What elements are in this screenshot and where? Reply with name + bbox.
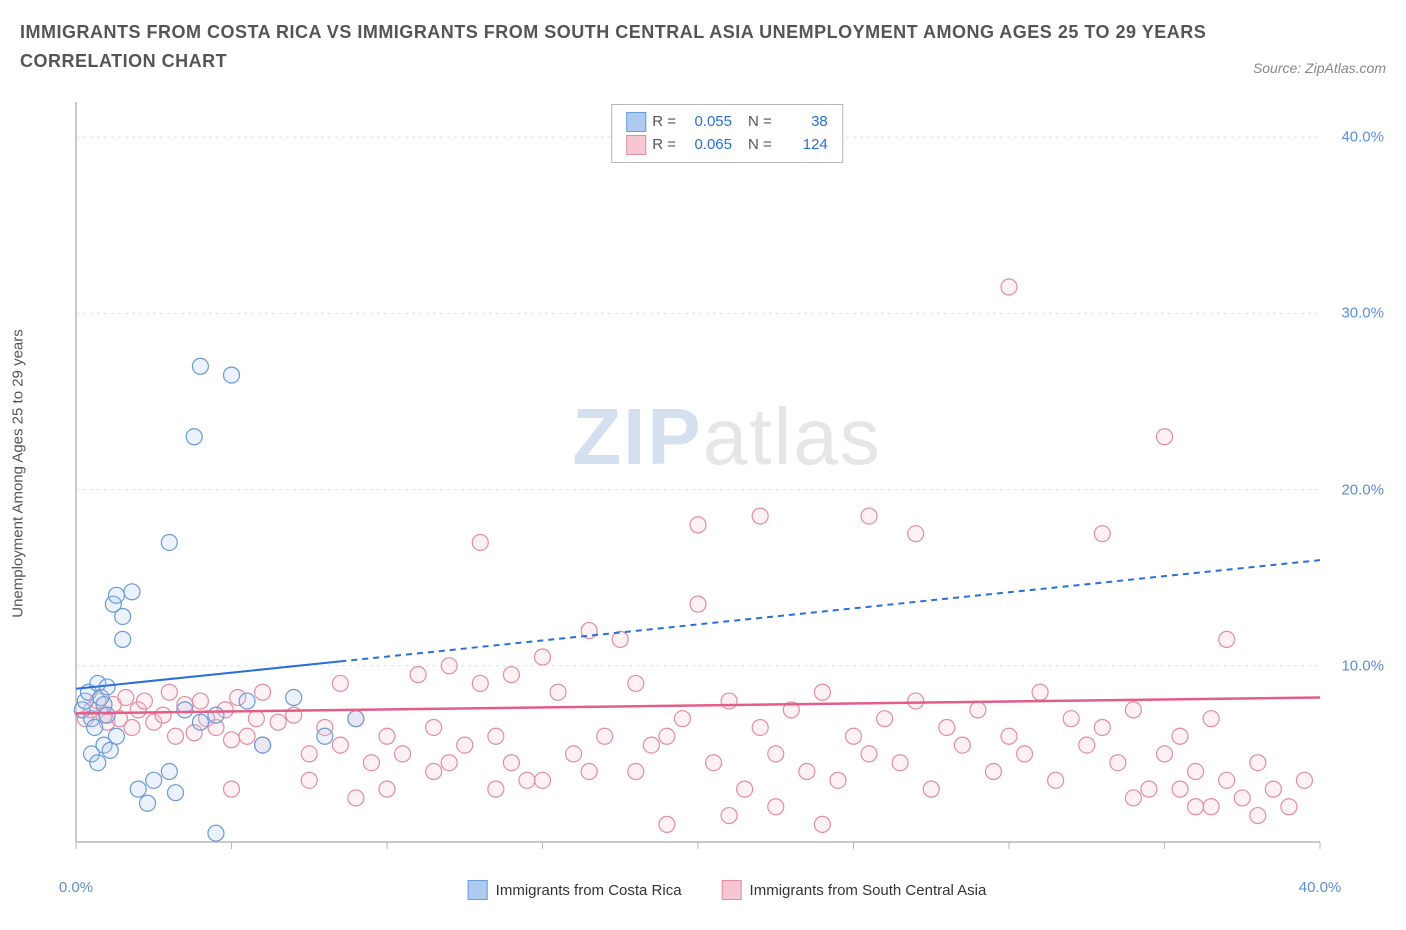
scatter-chart: ZIPatlas R =0.055N =38R =0.065N =124 Imm… [72, 98, 1382, 868]
source-label: Source: ZipAtlas.com [1253, 60, 1386, 76]
legend-swatch [626, 112, 646, 132]
legend-series-label: Immigrants from South Central Asia [750, 882, 987, 899]
legend-r-value: 0.065 [682, 134, 732, 157]
legend-swatch [626, 135, 646, 155]
legend-n-value: 124 [778, 134, 828, 157]
legend-series: Immigrants from Costa Rica Immigrants fro… [468, 880, 987, 900]
legend-n-label: N = [748, 134, 772, 157]
title-line-2: CORRELATION CHART [20, 47, 1386, 76]
legend-stats: R = 0.055 N = 38 R = 0.065 N = 124 [611, 104, 843, 163]
y-tick-label: 30.0% [1341, 305, 1384, 322]
y-tick-label: 40.0% [1341, 129, 1384, 146]
plot-svg [72, 98, 1382, 868]
legend-n-value: 38 [778, 111, 828, 134]
y-axis-label: Unemployment Among Ages 25 to 29 years [10, 329, 27, 618]
x-tick-label: 40.0% [1299, 879, 1342, 896]
legend-r-label: R = [652, 111, 676, 134]
legend-stats-row: R = 0.055 N = 38 [626, 111, 828, 134]
chart-title: IMMIGRANTS FROM COSTA RICA VS IMMIGRANTS… [20, 18, 1386, 76]
y-tick-label: 10.0% [1341, 657, 1384, 674]
legend-r-label: R = [652, 134, 676, 157]
x-tick-label: 0.0% [59, 879, 93, 896]
legend-series-item: Immigrants from South Central Asia [722, 880, 987, 900]
legend-n-label: N = [748, 111, 772, 134]
legend-swatch [722, 880, 742, 900]
legend-swatch [468, 880, 488, 900]
y-tick-label: 20.0% [1341, 481, 1384, 498]
title-line-1: IMMIGRANTS FROM COSTA RICA VS IMMIGRANTS… [20, 18, 1386, 47]
legend-stats-row: R = 0.065 N = 124 [626, 134, 828, 157]
legend-series-label: Immigrants from Costa Rica [496, 882, 682, 899]
legend-r-value: 0.055 [682, 111, 732, 134]
legend-series-item: Immigrants from Costa Rica [468, 880, 682, 900]
